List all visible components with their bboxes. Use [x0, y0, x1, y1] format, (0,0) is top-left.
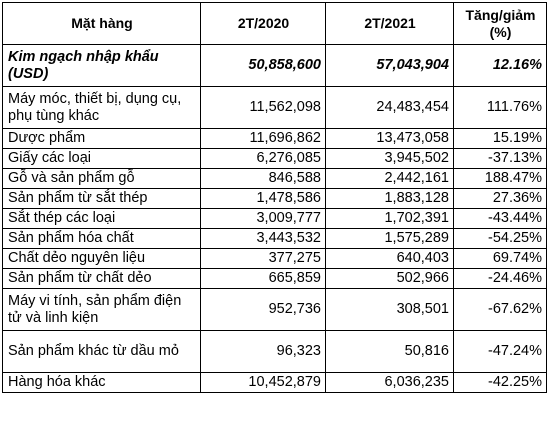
row-2021: 1,883,128 — [325, 188, 454, 209]
row-2020: 377,275 — [200, 248, 326, 269]
import-table: Mặt hàng 2T/2020 2T/2021 Tăng/giảm (%) K… — [2, 2, 547, 393]
row-2020: 11,562,098 — [200, 86, 326, 129]
import-table-container: Mặt hàng 2T/2020 2T/2021 Tăng/giảm (%) K… — [2, 2, 547, 393]
row-2020: 3,009,777 — [200, 208, 326, 229]
table-row: Hàng hóa khác 10,452,879 6,036,235 -42.25% — [2, 372, 547, 393]
row-name: Máy vi tính, sản phẩm điện tử và linh ki… — [2, 288, 201, 331]
row-change: 188.47% — [453, 168, 547, 189]
row-2021: 3,945,502 — [325, 148, 454, 169]
row-2020: 1,478,586 — [200, 188, 326, 209]
row-name: Sản phẩm khác từ dầu mỏ — [2, 330, 201, 373]
row-name: Hàng hóa khác — [2, 372, 201, 393]
summary-2020: 50,858,600 — [200, 44, 326, 87]
row-name: Gỗ và sản phẩm gỗ — [2, 168, 201, 189]
row-change: 15.19% — [453, 128, 547, 149]
summary-change: 12.16% — [453, 44, 547, 87]
row-2020: 665,859 — [200, 268, 326, 289]
row-change: -47.24% — [453, 330, 547, 373]
table-row: Sắt thép các loại 3,009,777 1,702,391 -43.4… — [2, 208, 547, 229]
row-2021: 1,575,289 — [325, 228, 454, 249]
row-2020: 10,452,879 — [200, 372, 326, 393]
row-2020: 6,276,085 — [200, 148, 326, 169]
row-2021: 24,483,454 — [325, 86, 454, 129]
table-row: Giấy các loại 6,276,085 3,945,502 -37.13% — [2, 148, 547, 169]
row-2020: 11,696,862 — [200, 128, 326, 149]
row-2021: 308,501 — [325, 288, 454, 331]
header-2020: 2T/2020 — [200, 2, 326, 45]
header-change-label: Tăng/giảm (%) — [465, 6, 536, 40]
summary-name: Kim ngạch nhập khẩu (USD) — [2, 44, 201, 87]
summary-row: Kim ngạch nhập khẩu (USD) 50,858,600 57,… — [2, 44, 547, 87]
header-item: Mặt hàng — [2, 2, 201, 45]
row-change: -43.44% — [453, 208, 547, 229]
table-row: Máy vi tính, sản phẩm điện tử và linh ki… — [2, 288, 547, 331]
row-name: Sản phẩm hóa chất — [2, 228, 201, 249]
row-2020: 96,323 — [200, 330, 326, 373]
table-row: Máy móc, thiết bị, dụng cụ, phụ tùng khá… — [2, 86, 547, 129]
row-2020: 952,736 — [200, 288, 326, 331]
row-2021: 502,966 — [325, 268, 454, 289]
row-change: 111.76% — [453, 86, 547, 129]
table-row: Chất dẻo nguyên liệu 377,275 640,403 69.74% — [2, 248, 547, 269]
row-change: 27.36% — [453, 188, 547, 209]
row-2021: 6,036,235 — [325, 372, 454, 393]
row-change: -54.25% — [453, 228, 547, 249]
table-row: Sản phẩm từ chất dẻo 665,859 502,966 -24.46… — [2, 268, 547, 289]
row-2020: 3,443,532 — [200, 228, 326, 249]
row-change: -42.25% — [453, 372, 547, 393]
summary-2021: 57,043,904 — [325, 44, 454, 87]
header-2021: 2T/2021 — [325, 2, 454, 45]
row-change: 69.74% — [453, 248, 547, 269]
row-name: Sản phẩm từ chất dẻo — [2, 268, 201, 289]
row-2021: 640,403 — [325, 248, 454, 269]
row-name: Dược phẩm — [2, 128, 201, 149]
table-row: Dược phẩm 11,696,862 13,473,058 15.19% — [2, 128, 547, 149]
row-name: Sản phẩm từ sắt thép — [2, 188, 201, 209]
table-row: Sản phẩm từ sắt thép 1,478,586 1,883,128 27… — [2, 188, 547, 209]
row-2021: 50,816 — [325, 330, 454, 373]
row-name: Máy móc, thiết bị, dụng cụ, phụ tùng khá… — [2, 86, 201, 129]
table-body: Kim ngạch nhập khẩu (USD) 50,858,600 57,… — [2, 44, 547, 393]
row-name: Sắt thép các loại — [2, 208, 201, 229]
row-2020: 846,588 — [200, 168, 326, 189]
row-2021: 13,473,058 — [325, 128, 454, 149]
header-change: Tăng/giảm (%) — [453, 2, 547, 45]
table-row: Sản phẩm hóa chất 3,443,532 1,575,289 -54.2… — [2, 228, 547, 249]
row-change: -24.46% — [453, 268, 547, 289]
table-header-row: Mặt hàng 2T/2020 2T/2021 Tăng/giảm (%) — [2, 2, 547, 45]
table-row: Sản phẩm khác từ dầu mỏ 96,323 50,816 -47.2… — [2, 330, 547, 373]
row-name: Chất dẻo nguyên liệu — [2, 248, 201, 269]
row-2021: 1,702,391 — [325, 208, 454, 229]
table-row: Gỗ và sản phẩm gỗ 846,588 2,442,161 188.47% — [2, 168, 547, 189]
row-change: -67.62% — [453, 288, 547, 331]
row-name: Giấy các loại — [2, 148, 201, 169]
row-2021: 2,442,161 — [325, 168, 454, 189]
row-change: -37.13% — [453, 148, 547, 169]
